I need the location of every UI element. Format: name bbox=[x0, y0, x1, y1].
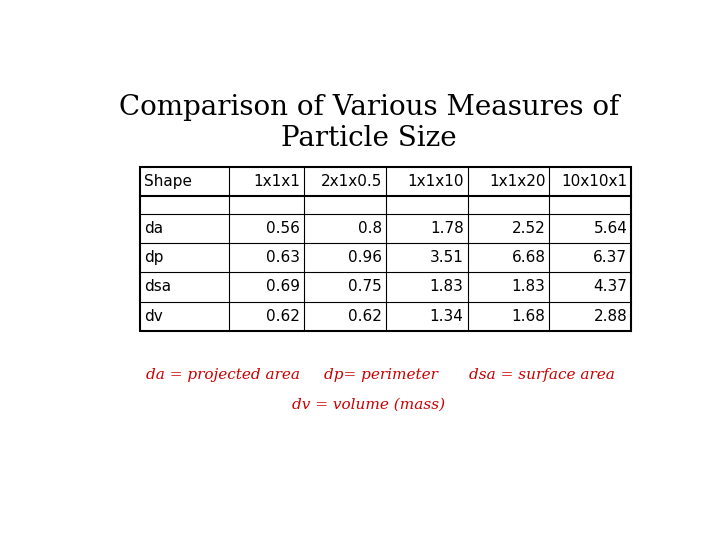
Text: 2.88: 2.88 bbox=[593, 309, 627, 324]
Text: Shape: Shape bbox=[144, 174, 192, 189]
Text: dsa = surface area: dsa = surface area bbox=[469, 368, 616, 382]
Text: 1x1x1: 1x1x1 bbox=[253, 174, 300, 189]
Text: 0.56: 0.56 bbox=[266, 221, 300, 236]
Text: 6.37: 6.37 bbox=[593, 250, 627, 265]
Text: 1x1x10: 1x1x10 bbox=[407, 174, 464, 189]
Text: 5.64: 5.64 bbox=[593, 221, 627, 236]
Text: dsa: dsa bbox=[144, 279, 171, 294]
Text: da: da bbox=[144, 221, 163, 236]
Text: 0.8: 0.8 bbox=[358, 221, 382, 236]
Text: 0.63: 0.63 bbox=[266, 250, 300, 265]
Text: 1x1x20: 1x1x20 bbox=[489, 174, 546, 189]
Text: 0.75: 0.75 bbox=[348, 279, 382, 294]
Text: 0.69: 0.69 bbox=[266, 279, 300, 294]
Text: 1.83: 1.83 bbox=[512, 279, 546, 294]
Text: dv = volume (mass): dv = volume (mass) bbox=[292, 397, 446, 411]
Text: 1.78: 1.78 bbox=[430, 221, 464, 236]
Text: 10x10x1: 10x10x1 bbox=[561, 174, 627, 189]
Text: dp: dp bbox=[144, 250, 163, 265]
Text: 2x1x0.5: 2x1x0.5 bbox=[320, 174, 382, 189]
Text: 0.62: 0.62 bbox=[348, 309, 382, 324]
Text: Comparison of Various Measures of
Particle Size: Comparison of Various Measures of Partic… bbox=[119, 94, 619, 152]
Text: 0.96: 0.96 bbox=[348, 250, 382, 265]
Bar bbox=[140, 196, 631, 214]
Text: 1.34: 1.34 bbox=[430, 309, 464, 324]
Text: 2.52: 2.52 bbox=[512, 221, 546, 236]
Text: 6.68: 6.68 bbox=[511, 250, 546, 265]
Text: 1.68: 1.68 bbox=[512, 309, 546, 324]
Text: dv: dv bbox=[144, 309, 163, 324]
Text: 0.62: 0.62 bbox=[266, 309, 300, 324]
Text: 4.37: 4.37 bbox=[593, 279, 627, 294]
Text: 1.83: 1.83 bbox=[430, 279, 464, 294]
Text: dp= perimeter: dp= perimeter bbox=[324, 368, 438, 382]
Text: 3.51: 3.51 bbox=[430, 250, 464, 265]
Text: da = projected area: da = projected area bbox=[145, 368, 300, 382]
